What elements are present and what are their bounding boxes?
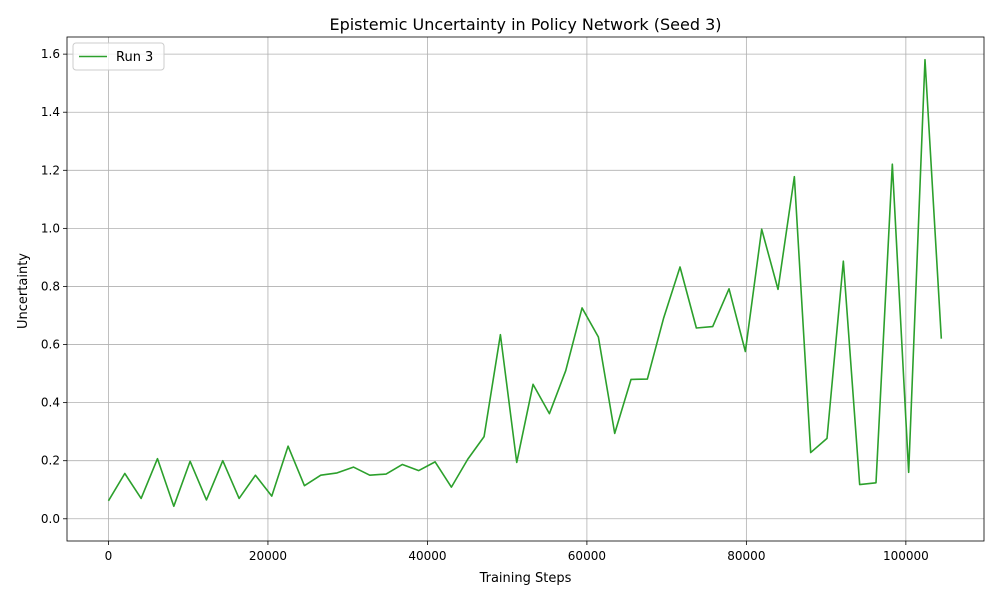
data-point — [238, 498, 240, 500]
data-point — [794, 176, 796, 178]
data-point — [320, 474, 322, 476]
data-point — [696, 327, 698, 329]
x-tick-label: 20000 — [249, 549, 287, 563]
y-tick-label: 0.2 — [41, 454, 60, 468]
data-point — [532, 384, 534, 386]
data-point — [385, 473, 387, 475]
data-point — [402, 464, 404, 466]
data-point — [434, 461, 436, 463]
data-point — [467, 458, 469, 460]
data-point — [222, 460, 224, 462]
data-point — [565, 370, 567, 372]
data-point — [369, 474, 371, 476]
data-point — [875, 482, 877, 484]
x-tick-label: 40000 — [408, 549, 446, 563]
data-point — [173, 505, 175, 507]
data-point — [157, 458, 159, 460]
data-point — [418, 470, 420, 472]
data-point — [826, 438, 828, 440]
plot-area-frame — [66, 36, 985, 542]
data-point — [500, 334, 502, 336]
data-point — [761, 228, 763, 230]
y-tick-label: 1.2 — [41, 163, 60, 177]
data-point — [140, 498, 142, 500]
data-point — [941, 338, 943, 340]
data-point — [255, 474, 257, 476]
data-point — [924, 59, 926, 61]
data-point — [206, 499, 208, 501]
legend: Run 3 — [72, 42, 165, 71]
data-point — [598, 336, 600, 338]
data-point — [728, 288, 730, 290]
data-point — [581, 307, 583, 309]
y-tick-label: 1.6 — [41, 47, 60, 61]
data-point — [712, 326, 714, 328]
data-point — [614, 433, 616, 435]
chart-title: Epistemic Uncertainty in Policy Network … — [329, 15, 721, 34]
x-tick-label: 80000 — [727, 549, 765, 563]
x-tick-label: 60000 — [568, 549, 606, 563]
data-point — [336, 472, 338, 474]
data-point — [108, 500, 110, 502]
series-line-0 — [107, 58, 943, 508]
data-point — [908, 472, 910, 474]
y-axis-label: Uncertainty — [16, 253, 31, 329]
data-point — [287, 445, 289, 447]
data-point — [516, 462, 518, 464]
data-point — [271, 495, 273, 497]
y-tick-label: 0.6 — [41, 338, 60, 352]
y-tick-label: 0.4 — [41, 396, 60, 410]
data-point — [843, 260, 845, 262]
data-point — [353, 466, 355, 468]
legend-label-run-3: Run 3 — [116, 50, 153, 65]
x-tick-label: 0 — [105, 549, 113, 563]
data-point — [304, 485, 306, 487]
data-point — [663, 317, 665, 319]
y-tick-label: 0.8 — [41, 279, 60, 293]
data-point — [451, 486, 453, 488]
y-tick-label: 1.4 — [41, 105, 60, 119]
data-point — [647, 378, 649, 380]
data-point — [892, 163, 894, 165]
data-point — [124, 473, 126, 475]
x-tick-label: 100000 — [883, 549, 929, 563]
data-point — [679, 266, 681, 268]
data-point — [810, 452, 812, 454]
data-point — [630, 379, 632, 381]
data-point — [483, 436, 485, 438]
data-point — [745, 351, 747, 353]
data-point — [549, 413, 551, 415]
data-point — [777, 289, 779, 291]
x-axis-label: Training Steps — [479, 571, 572, 586]
y-tick-label: 0.0 — [41, 512, 60, 526]
data-point — [859, 484, 861, 486]
data-point — [189, 460, 191, 462]
y-tick-label: 1.0 — [41, 221, 60, 235]
legend-box — [72, 42, 165, 71]
